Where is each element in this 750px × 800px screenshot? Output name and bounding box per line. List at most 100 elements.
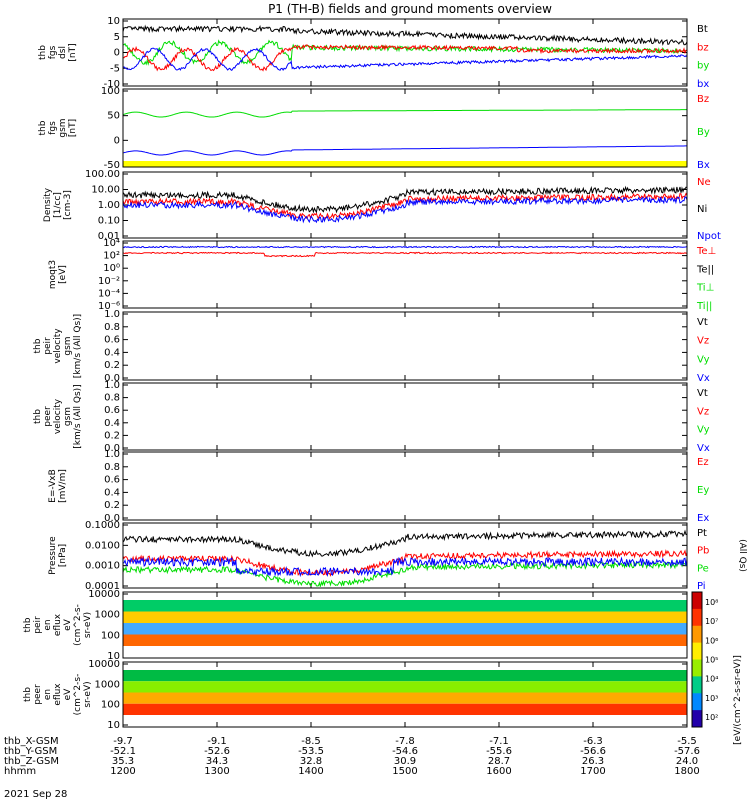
date-label: 2021 Sep 28 <box>4 789 67 800</box>
ylabel-line: eV <box>63 688 73 701</box>
ylabel-line: [km/s (All Qs)] <box>73 384 83 448</box>
ylabel-line: en <box>43 689 53 700</box>
x-axis-value: -9.1 <box>207 736 227 747</box>
x-axis-value: 1500 <box>392 766 417 777</box>
heatmap-band <box>123 623 687 635</box>
y-tick-label: 1000 <box>95 610 120 621</box>
colorbar-tick: 10² <box>705 713 718 722</box>
y-tick-label: 0.2 <box>104 360 120 371</box>
series-0 <box>122 185 688 214</box>
colorbar-tick: 10⁸ <box>705 598 718 607</box>
panel-fgs_dsl: thbfgsdsl[nT] 10 5 0 -5 -10 Bt bz by bx <box>38 16 709 90</box>
ylabel-line: peer <box>33 684 43 705</box>
series-bz <box>122 44 688 72</box>
panel-frame <box>122 382 688 451</box>
x-axis-row-label: thb_Y-GSM <box>4 746 57 757</box>
y-tick-label: 0.0 <box>104 373 120 384</box>
legend-entry: Npot <box>697 231 721 242</box>
y-tick-label: 0.0 <box>104 513 120 524</box>
legend-entry: Pi <box>697 581 706 592</box>
x-axis-row-label: hhmm <box>4 766 36 777</box>
x-axis-value: -7.1 <box>489 736 509 747</box>
legend-entry: Bz <box>697 94 709 105</box>
y-tick-label: 10⁻² <box>98 276 120 287</box>
ylabel-line: thb <box>23 687 33 702</box>
ylabel-line: fgs <box>48 45 58 59</box>
ylabel-line: eV <box>63 618 73 631</box>
ylabel-line: Density <box>43 187 53 222</box>
ylabel-line: thb <box>38 45 48 60</box>
legend-entry: Ne <box>697 177 711 188</box>
y-tick-label: 0.6 <box>104 335 120 346</box>
legend-entry: bx <box>697 79 709 90</box>
legend-entry: Vx <box>697 443 710 454</box>
x-axis-value: -52.1 <box>110 746 136 757</box>
legend-entry: by <box>697 61 709 72</box>
y-tick-label: 1000 <box>95 679 120 690</box>
legend-entry: Pt <box>697 528 707 539</box>
right-unit-label: (All Qs) <box>737 539 747 572</box>
x-axis-row-label: thb_Z-GSM <box>4 756 59 767</box>
y-tick-label: 1.0 <box>104 380 120 391</box>
y-tick-label: 0.01 <box>98 231 120 242</box>
y-tick-label: -5 <box>110 63 120 74</box>
ylabel-line: peir <box>33 616 43 634</box>
ylabel-line: dsl <box>58 46 68 59</box>
heatmap-band <box>123 692 687 704</box>
y-tick-label: 0.4 <box>104 487 120 498</box>
ylabel-line: thb <box>33 409 43 424</box>
y-tick-label: 10⁰ <box>103 263 120 274</box>
legend-entry: Vx <box>697 373 710 384</box>
heatmap-band <box>123 670 687 682</box>
y-tick-label: 10² <box>103 251 120 262</box>
y-tick-label: 100.00 <box>85 169 120 180</box>
y-tick-label: 10 <box>107 651 120 662</box>
y-tick-label: 0.0010 <box>85 561 120 572</box>
panel-ylabel: thbfgsgsm[nT] <box>38 118 78 137</box>
legend-entry: Ti|| <box>696 301 712 312</box>
panel-ylabel: thbpeerenefluxeV(cm^2-s-sr-eV) <box>23 674 93 716</box>
y-tick-label: 0.0001 <box>85 581 120 592</box>
legend-entry: Ni <box>697 204 707 215</box>
ylabel-line: thb <box>38 120 48 135</box>
legend-entry: Vy <box>697 425 710 436</box>
ylabel-line: Pressure <box>48 536 58 575</box>
x-axis-row-label: thb_X-GSM <box>4 736 59 747</box>
colorbar-segment <box>692 693 702 711</box>
legend-entry: Te|| <box>696 264 714 275</box>
panel-ylabel: thbpeirvelocitygsm[km/s (All Qs)] <box>33 314 83 378</box>
x-axis-value: 24.0 <box>676 756 698 767</box>
x-axis-value: 30.9 <box>394 756 416 767</box>
legend-entry: bz <box>697 42 709 53</box>
panel-peer_velocity: thbpeervelocitygsm[km/s (All Qs)] 1.00.80… <box>33 380 710 454</box>
x-axis-value: 34.3 <box>206 756 228 767</box>
heatmap-band <box>123 611 687 623</box>
series-2 <box>122 560 688 587</box>
legend-entry: Vt <box>697 388 708 399</box>
ylabel-line: (cm^2-s- <box>73 604 83 646</box>
series-Te <box>122 251 688 258</box>
legend-entry: Ez <box>697 457 709 468</box>
series-0 <box>122 529 688 558</box>
legend-entry: Te⊥ <box>696 246 716 257</box>
series-Bx <box>122 145 687 156</box>
y-tick-label: 100 <box>101 630 120 641</box>
panel-fgs_gsm: thbfgsgsm[nT] 100 50 0 -50 Bz By Bx <box>38 86 710 171</box>
panel-ylabel: Pressure[nPa] <box>48 536 68 575</box>
x-axis-value: -57.6 <box>674 746 700 757</box>
panel-efield: E=-VxB[mV/m] 1.0 0.8 0.60.4 0.2 0.0 Ez Ey Ex <box>48 449 709 524</box>
y-tick-label: 0.2 <box>104 500 120 511</box>
heatmap-band <box>123 681 687 693</box>
heatmap-gap <box>123 646 687 658</box>
ylabel-line: thb <box>33 338 43 353</box>
ylabel-line: en <box>43 619 53 630</box>
panel-ylabel: thbpeervelocitygsm[km/s (All Qs)] <box>33 384 83 448</box>
panel-ylabel: thbpeirenefluxeV(cm^2-s-sr-eV) <box>23 604 93 646</box>
y-tick-label: 0.8 <box>104 462 120 473</box>
y-tick-label: -10 <box>104 79 120 90</box>
colorbar: 10⁸ 10⁷ 10⁶ 10⁵ 10⁴ 10³ 10² [eV/(cm^2-s-sr-eV)] <box>691 591 743 745</box>
x-axis-labels: thb_X-GSM -9.7 -9.1 -8.5 -7.8 -7.1 -6.3 -5.5 thb… <box>4 736 700 777</box>
colorbar-segment <box>692 676 702 694</box>
series-bx <box>122 47 688 71</box>
